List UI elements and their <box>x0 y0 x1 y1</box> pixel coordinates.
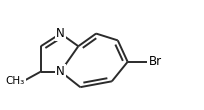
Text: Br: Br <box>149 55 162 68</box>
Text: N: N <box>56 65 65 78</box>
Text: N: N <box>56 27 65 40</box>
Text: CH₃: CH₃ <box>6 76 25 86</box>
